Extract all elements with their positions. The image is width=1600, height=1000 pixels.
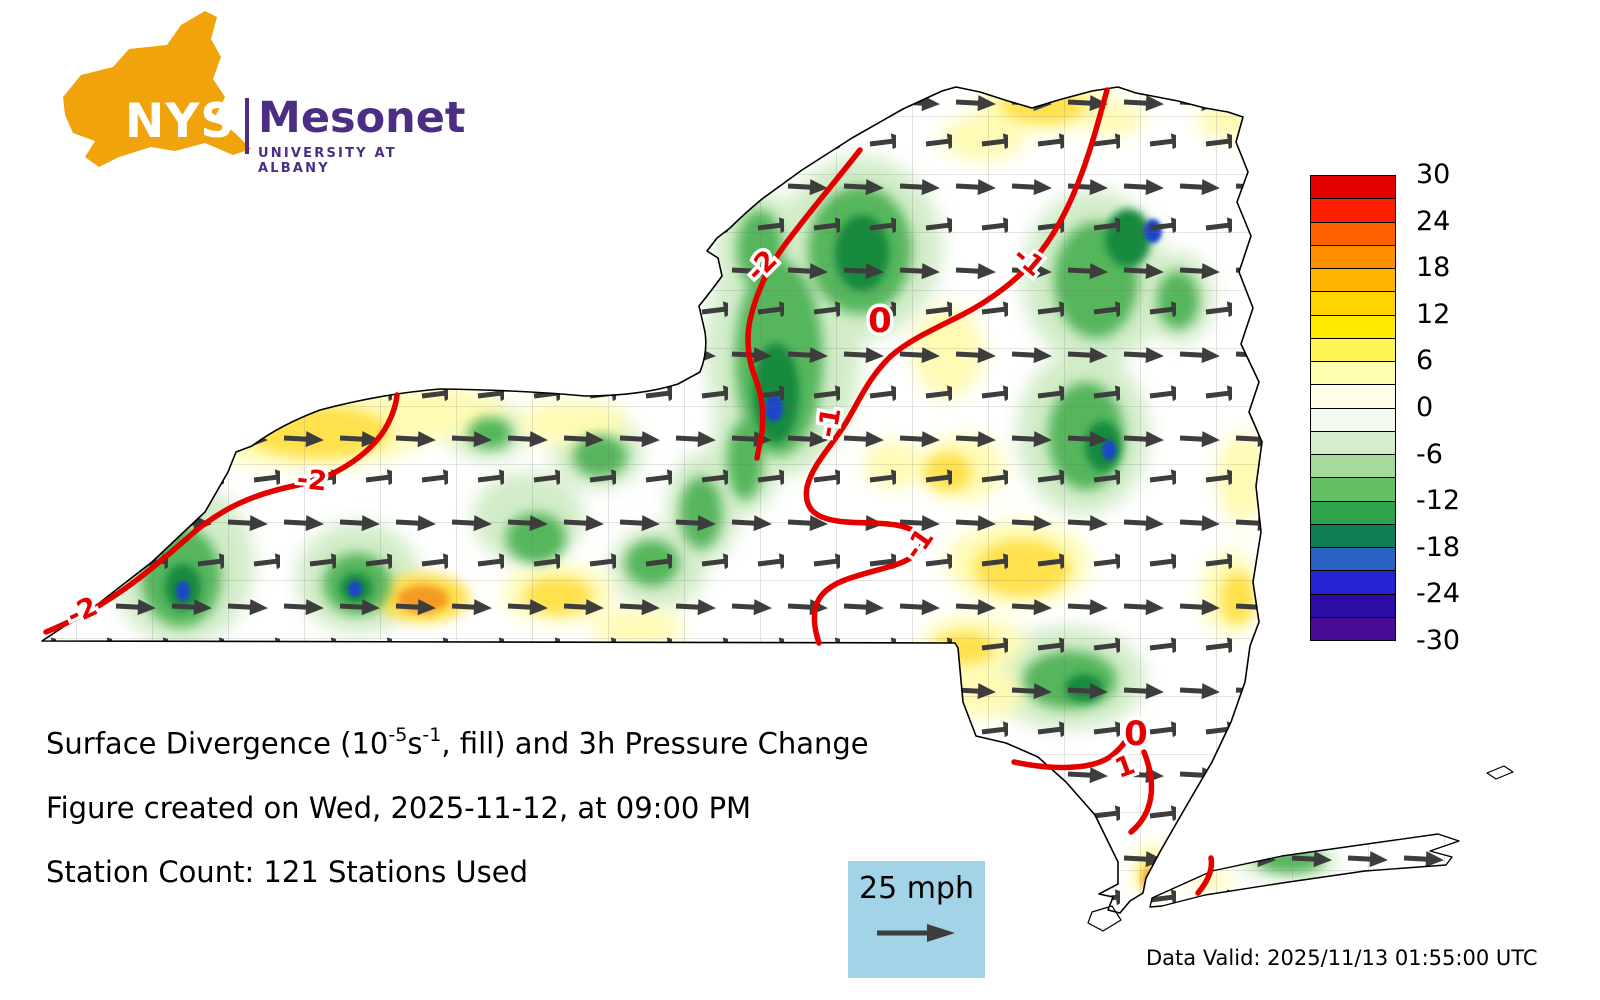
logo-wordmark: Mesonet UNIVERSITY AT ALBANY bbox=[258, 93, 466, 176]
logo-acronym: NYS bbox=[125, 94, 236, 149]
nys-mesonet-logo: NYS Mesonet UNIVERSITY AT ALBANY bbox=[55, 5, 465, 180]
colorbar-segment bbox=[1311, 430, 1395, 454]
title-text: Surface Divergence (10 bbox=[46, 726, 389, 761]
colorbar-segment bbox=[1311, 523, 1395, 547]
colorbar-segment bbox=[1311, 616, 1395, 640]
title-superscript: -5 bbox=[388, 724, 408, 746]
caption-block: Surface Divergence (10-5s-1, fill) and 3… bbox=[46, 720, 869, 919]
staten-island-outline bbox=[1087, 905, 1122, 932]
contour-minus2-west bbox=[43, 392, 400, 635]
title-text: , fill) and 3h Pressure Change bbox=[441, 726, 869, 761]
station-count-text: Station Count: 121 Stations Used bbox=[46, 854, 529, 889]
contour-minus1-central bbox=[803, 87, 1110, 646]
colorbar-ticks: 30 24 18 12 6 0 -6 -12 -18 -24 -30 bbox=[1416, 159, 1461, 656]
contour-label: 0 bbox=[868, 301, 892, 341]
logo-divider bbox=[245, 98, 250, 154]
logo-subtitle: UNIVERSITY AT ALBANY bbox=[258, 145, 397, 176]
contour-plus1-south-a bbox=[1011, 739, 1128, 771]
colorbar-segment bbox=[1311, 268, 1395, 292]
contour-label: -2 bbox=[295, 464, 328, 498]
data-valid-text: Data Valid: 2025/11/13 01:55:00 UTC bbox=[1146, 946, 1538, 970]
pressure-contours bbox=[43, 87, 1215, 896]
figure-created-text: Figure created on Wed, 2025-11-12, at 09… bbox=[46, 790, 752, 825]
fishers-island-outline bbox=[1486, 765, 1514, 780]
ny-mainland-outline bbox=[41, 86, 1263, 914]
wind-reference-arrow-icon bbox=[876, 924, 955, 942]
contour-label: 0 bbox=[1124, 714, 1148, 754]
colorbar-segment bbox=[1311, 593, 1395, 617]
contour-plus1-south-b bbox=[1128, 749, 1155, 835]
colorbar-segment bbox=[1311, 477, 1395, 501]
title-superscript: -1 bbox=[422, 724, 442, 746]
colorbar-segment bbox=[1311, 547, 1395, 571]
colorbar-segment bbox=[1311, 176, 1395, 199]
ny-state-logo-shape bbox=[63, 11, 251, 167]
wind-speed-legend: 25 mph bbox=[848, 861, 985, 978]
colorbar-segment bbox=[1311, 500, 1395, 524]
colorbar-segment bbox=[1311, 454, 1395, 478]
long-island-outline bbox=[1149, 833, 1460, 908]
logo-state-silhouette bbox=[63, 11, 251, 167]
colorbar-segment bbox=[1311, 291, 1395, 315]
colorbar-segment bbox=[1311, 361, 1395, 385]
colorbar-segment bbox=[1311, 570, 1395, 594]
colorbar-segment bbox=[1311, 198, 1395, 222]
colorbar: 30 24 18 12 6 0 -6 -12 -18 -24 -30 bbox=[1310, 161, 1460, 654]
colorbar-segment bbox=[1311, 244, 1395, 268]
wind-speed-label: 25 mph bbox=[859, 871, 974, 906]
colorbar-segment bbox=[1311, 314, 1395, 338]
map-title: Surface Divergence (10-5s-1, fill) and 3… bbox=[46, 720, 869, 762]
colorbar-segments bbox=[1310, 175, 1396, 641]
contour-label: -1 bbox=[812, 405, 848, 440]
colorbar-segment bbox=[1311, 407, 1395, 431]
colorbar-segment bbox=[1311, 221, 1395, 245]
title-text: s bbox=[407, 726, 423, 761]
contour-long-island bbox=[1195, 855, 1215, 896]
contour-minus2-north bbox=[745, 147, 863, 461]
colorbar-segment bbox=[1311, 384, 1395, 408]
colorbar-segment bbox=[1311, 337, 1395, 361]
logo-name: Mesonet bbox=[258, 93, 466, 143]
logo-text: NYS Mesonet UNIVERSITY AT ALBANY bbox=[125, 93, 466, 176]
state-outline bbox=[41, 86, 1514, 932]
